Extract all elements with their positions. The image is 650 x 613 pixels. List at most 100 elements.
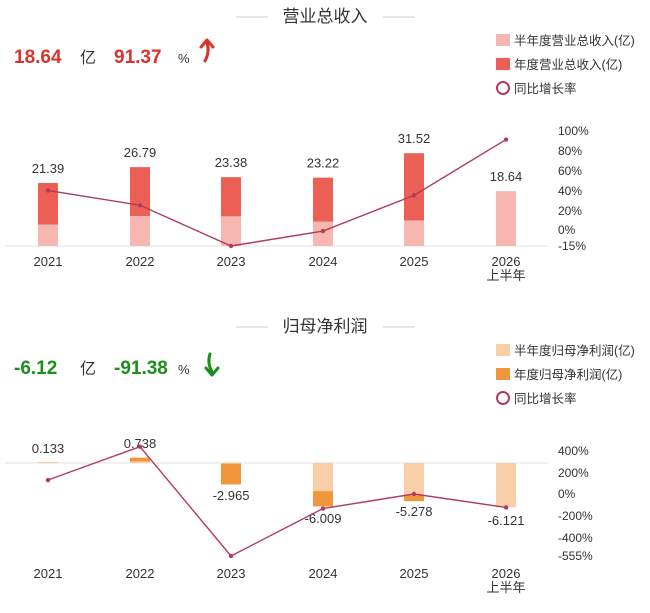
headline-value: 18.64: [14, 47, 62, 68]
legend-label: 年度归母净利润(亿): [514, 367, 622, 382]
x-tick-sublabel: 上半年: [486, 580, 525, 595]
legend-swatch: [496, 344, 510, 356]
data-label-2024: 23.22: [307, 156, 340, 171]
yoy-point-2022: [137, 444, 143, 449]
headline-value: -6.12: [14, 358, 57, 379]
right-axis-tick: 0%: [558, 223, 576, 237]
right-axis-tick: 200%: [558, 466, 589, 480]
bar-half-2025: [404, 463, 424, 496]
arrow-shaft: [207, 352, 214, 374]
data-label-2025: -5.278: [396, 504, 433, 519]
legend-swatch: [496, 368, 510, 380]
x-tick-label: 2026: [492, 566, 521, 581]
headline-unit: 亿: [80, 49, 96, 67]
arrow-down-icon: [204, 352, 220, 377]
x-tick-label: 2022: [126, 254, 155, 269]
right-axis-tick: 100%: [558, 124, 589, 138]
legend-label: 半年度归母净利润(亿): [514, 343, 635, 358]
arrow-shaft: [203, 41, 210, 63]
legend-item-1[interactable]: 半年度营业总收入(亿): [496, 33, 635, 48]
data-label-2023: -2.965: [213, 488, 250, 503]
right-axis-tick: 80%: [558, 144, 582, 158]
yoy-growth-line: [47, 445, 507, 557]
headline-yoy: -91.38: [114, 358, 168, 379]
bar-annual-2022: [130, 457, 150, 463]
yoy-point-2021: [45, 188, 51, 193]
chart-panel-1: 营业总收入 18.64 亿 91.37 % 半年度营业总收入(亿) 年度营业总收入(亿) 同比…: [5, 7, 635, 283]
headline-yoy: 91.37: [114, 47, 162, 68]
data-label-2021: 0.133: [32, 441, 65, 456]
x-tick-label: 2022: [126, 566, 155, 581]
yoy-point-2021: [45, 477, 51, 483]
yoy-point-2024: [320, 506, 326, 511]
legend-item-3[interactable]: 同比增长率: [496, 81, 577, 96]
data-label-2022: 0.738: [124, 436, 157, 451]
x-tick-label: 2025: [400, 254, 429, 269]
yoy-point-2022: [137, 203, 143, 208]
yoy-point-2026: [503, 505, 509, 510]
right-axis-tick: 400%: [558, 444, 589, 458]
yoy-point-2026: [503, 137, 509, 142]
x-tick-label: 2024: [309, 254, 338, 269]
chart-title: 归母净利润: [283, 317, 368, 336]
legend-item-1[interactable]: 半年度归母净利润(亿): [496, 343, 635, 358]
right-axis-tick: -555%: [558, 549, 593, 563]
yoy-point-2025: [411, 491, 417, 497]
yoy-point-2025: [411, 193, 417, 198]
bar-half-2021: [38, 224, 58, 246]
chart-panel-2: 归母净利润 -6.12 亿 -91.38 % 半年度归母净利润(亿) 年度归母净利润(亿) 同…: [5, 317, 635, 595]
x-tick-sublabel: 上半年: [486, 268, 525, 283]
bar-half-2022: [130, 215, 150, 246]
data-label-2022: 26.79: [124, 145, 157, 160]
headline-yoy-unit: %: [178, 362, 190, 377]
circle-outline-icon: [496, 81, 510, 95]
bar-half-2024: [313, 463, 333, 492]
arrow-up-icon: [199, 38, 215, 63]
bar-half-2023: [221, 462, 241, 464]
chart-title: 营业总收入: [283, 7, 368, 26]
bar-half-2021: [38, 462, 58, 464]
right-axis-tick: 60%: [558, 164, 582, 178]
legend-label: 同比增长率: [514, 391, 577, 406]
x-tick-label: 2021: [34, 254, 63, 269]
right-axis-tick: 40%: [558, 184, 582, 198]
circle-outline-icon: [496, 391, 510, 405]
arrow-head: [199, 38, 215, 49]
yoy-point-2023: [228, 553, 234, 559]
legend-item-2[interactable]: 年度营业总收入(亿): [496, 57, 622, 72]
legend-label: 同比增长率: [514, 81, 577, 96]
yoy-point-2023: [228, 243, 234, 249]
bar-half-2022: [130, 461, 150, 463]
x-tick-label: 2023: [217, 254, 246, 269]
legend-item-3[interactable]: 同比增长率: [496, 391, 577, 406]
yoy-point-2024: [320, 228, 326, 234]
data-label-2025: 31.52: [398, 131, 431, 146]
x-tick-label: 2025: [400, 566, 429, 581]
data-label-2024: -6.009: [305, 511, 342, 526]
bar-half-2026: [496, 463, 516, 508]
bar-half-2024: [313, 221, 333, 246]
legend-swatch: [496, 58, 510, 70]
headline-yoy-unit: %: [178, 51, 190, 66]
bar-half-2025: [404, 220, 424, 246]
yoy-growth-line: [47, 138, 507, 247]
right-axis-tick: 0%: [558, 487, 576, 501]
right-axis-tick: 20%: [558, 204, 582, 218]
x-tick-label: 2026: [492, 254, 521, 269]
right-axis-tick: -400%: [558, 531, 593, 545]
x-tick-label: 2023: [217, 566, 246, 581]
data-label-2026: 18.64: [490, 169, 523, 184]
legend-swatch: [496, 34, 510, 46]
x-tick-label: 2021: [34, 566, 63, 581]
legend-label: 年度营业总收入(亿): [514, 57, 622, 72]
data-label-2021: 21.39: [32, 161, 65, 176]
bar-half-2023: [221, 216, 241, 246]
headline-unit: 亿: [80, 360, 96, 378]
legend-item-2[interactable]: 年度归母净利润(亿): [496, 367, 622, 382]
x-tick-label: 2024: [309, 566, 338, 581]
legend-label: 半年度营业总收入(亿): [514, 33, 635, 48]
right-axis-tick: -15%: [558, 239, 586, 253]
arrow-head: [204, 366, 220, 377]
right-axis-tick: -200%: [558, 509, 593, 523]
